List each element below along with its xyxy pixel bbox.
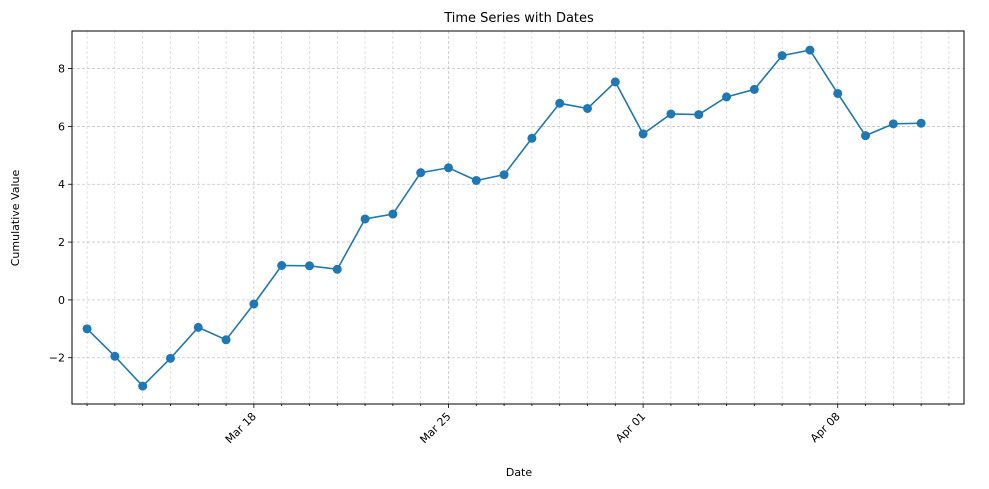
y-tick-label: −2 [49, 352, 65, 365]
x-axis-label: Date [506, 466, 533, 479]
data-point [694, 110, 704, 120]
y-tick-label: 6 [58, 120, 65, 133]
data-point [833, 88, 843, 98]
data-point [527, 133, 537, 143]
data-point [749, 84, 759, 94]
data-point [555, 98, 565, 108]
data-point [277, 260, 287, 270]
x-tick-label: Apr 08 [808, 410, 843, 445]
x-tick-label: Mar 25 [417, 410, 453, 446]
data-point [443, 163, 453, 173]
data-point [193, 322, 203, 332]
y-tick-label: 2 [58, 236, 65, 249]
y-tick-label: 0 [58, 294, 65, 307]
data-point [82, 324, 92, 334]
data-point [110, 351, 120, 361]
y-tick-label: 4 [58, 178, 65, 191]
plot-area [82, 45, 926, 391]
data-point [138, 381, 148, 391]
data-point [888, 119, 898, 129]
data-point [221, 335, 231, 345]
data-point [249, 299, 259, 309]
data-point [666, 109, 676, 119]
data-point [304, 261, 314, 271]
data-point [388, 209, 398, 219]
data-point [861, 131, 871, 141]
x-tick-label: Apr 01 [613, 410, 648, 445]
data-point [805, 45, 815, 55]
chart-title: Time Series with Dates [443, 11, 594, 26]
x-tick-label: Mar 18 [223, 410, 259, 446]
y-tick-label: 8 [58, 63, 65, 76]
data-point [638, 129, 648, 139]
data-point [165, 353, 175, 363]
data-point [610, 77, 620, 87]
plot-frame [71, 30, 965, 405]
data-point [916, 118, 926, 128]
data-point [499, 170, 509, 180]
grid [72, 31, 964, 404]
data-point [471, 175, 481, 185]
x-axis: Mar 18 Mar 25 Apr 01 Apr 08 [86, 404, 950, 446]
data-point [777, 51, 787, 61]
data-point [332, 264, 342, 274]
y-axis: −2 0 2 4 6 8 [49, 63, 72, 365]
data-point [416, 168, 426, 178]
data-point [722, 92, 732, 102]
y-axis-label: Cumulative Value [9, 170, 22, 267]
data-point [583, 103, 593, 113]
data-point [360, 214, 370, 224]
